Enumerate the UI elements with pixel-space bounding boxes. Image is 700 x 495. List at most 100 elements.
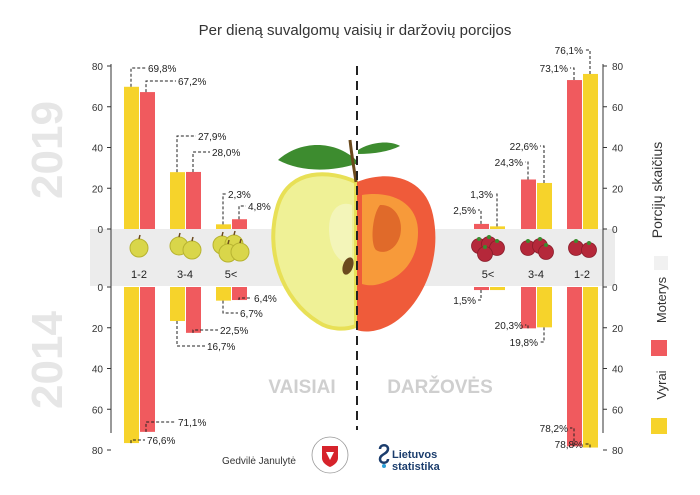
label-fruit-2019-men-0-leader	[130, 67, 146, 87]
tick-label-left-bot-20: 20	[92, 324, 104, 335]
axis-ticks: 0 0 0 0 20 20 20 20 40 40 40 40 60 60 60 60 80 80 80 80	[92, 62, 624, 457]
label-veg-2019-men-1-leader	[540, 145, 545, 183]
tick-label-right-bot-0: 0	[612, 283, 618, 294]
bar-veg-2014-men-1-2	[583, 287, 598, 448]
label-fruit-2014-men-0-label: 76,6%	[147, 436, 175, 447]
label-fruit-2019-women-1-leader	[192, 151, 210, 172]
label-veg-2019-men-1-label: 22,6%	[510, 142, 538, 153]
label-fruit-2019-men-0-label: 69,8%	[148, 64, 176, 75]
year-2014-label: 2014	[23, 311, 72, 409]
leaf-icon	[278, 139, 400, 183]
legend-placeholder	[654, 256, 668, 270]
legend-swatch-moterys	[651, 340, 667, 356]
label-fruit-2014-women-2-label: 6,4%	[254, 294, 277, 305]
label-veg-2019-women-0-label: 2,5%	[453, 206, 476, 217]
tick-label-left-top-0: 0	[97, 225, 103, 236]
bar-veg-2014-men-3-4	[537, 287, 552, 328]
category-label-fruit-2: 5<	[225, 269, 238, 281]
label-fruit-2019-women-0-label: 67,2%	[178, 77, 206, 88]
stats-logo-icon	[378, 444, 390, 468]
bar-fruit-2014-women-1-2	[140, 287, 155, 432]
label-fruit-2019-women-0-leader	[145, 80, 176, 93]
veg-section-label: DARŽOVĖS	[387, 376, 493, 398]
tick-label-right-bot-40: 40	[612, 365, 624, 376]
author-credit: Gedvilė Janulytė	[222, 456, 296, 467]
apple-icon-5plus	[212, 230, 250, 263]
bar-fruit-2019-men-3-4	[170, 172, 185, 229]
label-fruit-2019-men-1-label: 27,9%	[198, 132, 226, 143]
year-2019-label: 2019	[23, 101, 72, 199]
label-veg-2014-women-1-label: 20,3%	[495, 321, 523, 332]
label-fruit-2019-women-1-label: 28,0%	[212, 148, 240, 159]
label-veg-2019-women-2-leader	[570, 67, 575, 81]
bar-veg-2014-women-1-2	[567, 287, 582, 447]
tick-label-left-bot-40: 40	[92, 365, 104, 376]
tick-label-right-bot-80: 80	[612, 446, 624, 457]
tick-label-right-top-80: 80	[612, 62, 624, 73]
label-veg-2014-men-2-label: 78,8%	[555, 440, 583, 451]
label-fruit-2014-men-2-leader	[222, 300, 238, 314]
label-veg-2014-women-0-leader	[478, 290, 482, 301]
label-veg-2014-men-2-leader	[585, 443, 591, 448]
label-veg-2014-women-1-leader	[525, 324, 529, 329]
label-fruit-2014-men-1-label: 16,7%	[207, 342, 235, 353]
bar-veg-2019-women-1-2	[567, 80, 582, 229]
category-label-veg-0: 5<	[482, 269, 495, 281]
category-label-veg-1: 3-4	[528, 269, 544, 281]
bar-veg-2019-women-3-4	[521, 179, 536, 229]
bar-fruit-2014-women-3-4	[186, 287, 201, 333]
label-veg-2019-women-2-label: 73,1%	[540, 64, 568, 75]
tick-label-left-bot-60: 60	[92, 405, 104, 416]
category-label-veg-2: 1-2	[574, 269, 590, 281]
tick-label-left-top-40: 40	[92, 144, 104, 155]
legend-swatch-vyrai	[651, 418, 667, 434]
tick-label-right-top-60: 60	[612, 103, 624, 114]
bar-veg-2019-men-3-4	[537, 182, 552, 229]
tick-label-right-bot-20: 20	[612, 324, 624, 335]
bar-fruit-2019-men-1-2	[124, 86, 139, 229]
tick-label-right-top-20: 20	[612, 184, 624, 195]
tick-label-left-bot-80: 80	[92, 446, 104, 457]
chart-title: Per dieną suvalgomų vaisių ir daržovių p…	[199, 22, 512, 39]
label-fruit-2019-men-2-leader	[222, 193, 226, 225]
bar-veg-2019-men-1-2	[583, 73, 598, 229]
tick-label-left-top-60: 60	[92, 103, 104, 114]
legend-label-moterys: Moterys	[654, 276, 669, 323]
tick-label-right-top-40: 40	[612, 144, 624, 155]
bar-fruit-2019-women-3-4	[186, 171, 201, 229]
label-fruit-2019-men-1-leader	[176, 135, 196, 173]
label-veg-2019-women-0-leader	[478, 209, 482, 224]
label-fruit-2019-women-2-label: 4,8%	[248, 202, 271, 213]
label-fruit-2019-women-2-leader	[238, 205, 246, 220]
bar-fruit-2019-women-5<	[232, 219, 247, 229]
label-veg-2019-men-0-leader	[495, 193, 498, 227]
label-fruit-2014-women-1-leader	[192, 329, 218, 333]
tick-label-right-top-0: 0	[612, 225, 618, 236]
label-fruit-2019-men-2-label: 2,3%	[228, 190, 251, 201]
bar-fruit-2014-men-1-2	[124, 287, 139, 444]
label-veg-2014-women-2-leader	[570, 427, 575, 447]
bars: 69,8%67,2% 27,9% 28,0% 2,3%4,8% 76,6%71,1% 16…	[124, 46, 598, 451]
label-fruit-2014-women-0-label: 71,1%	[178, 418, 206, 429]
coat-of-arms-icon	[311, 436, 349, 474]
label-veg-2014-men-1-leader	[540, 327, 545, 343]
label-veg-2019-women-1-leader	[525, 161, 529, 180]
tick-label-left-bot-0: 0	[97, 283, 103, 294]
label-veg-2019-men-2-leader	[585, 49, 591, 74]
tomato-icon-3-4	[520, 237, 554, 260]
org-name-line2: statistika	[392, 461, 441, 473]
bar-veg-2014-men-5<	[490, 287, 505, 291]
bar-veg-2014-women-3-4	[521, 287, 536, 329]
y-axis-title: Porcijų skaičius	[649, 142, 665, 238]
bar-fruit-2014-women-5<	[232, 287, 247, 301]
label-fruit-2014-women-1-label: 22,5%	[220, 326, 248, 337]
label-veg-2019-men-0-label: 1,3%	[470, 190, 493, 201]
bar-veg-2019-women-5<	[474, 223, 489, 229]
bar-fruit-2014-men-5<	[216, 287, 231, 301]
tomato-icon	[357, 176, 436, 332]
label-veg-2014-women-0-label: 1,5%	[453, 296, 476, 307]
apple-icon-3-4	[169, 232, 202, 260]
bar-veg-2019-men-5<	[490, 226, 505, 229]
label-fruit-2014-men-2-label: 6,7%	[240, 309, 263, 320]
